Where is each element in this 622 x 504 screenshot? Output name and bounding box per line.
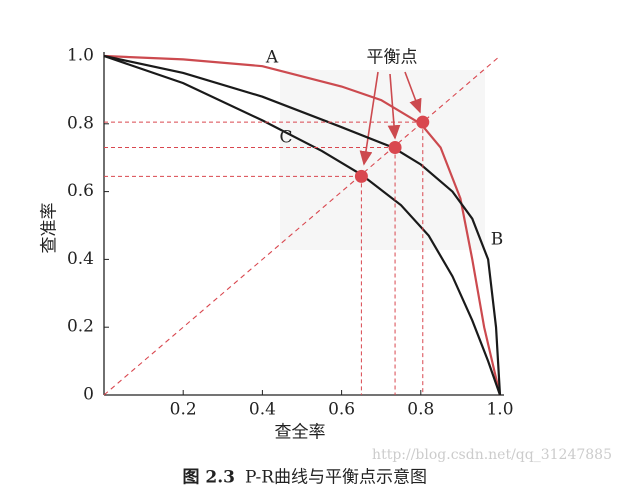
curve-label: B (491, 230, 504, 250)
y-tick-label: 0.2 (67, 317, 94, 337)
y-tick-label: 0.4 (67, 249, 94, 269)
x-tick-label: 0.8 (407, 400, 434, 420)
y-axis-label: 查准率 (40, 203, 60, 254)
y-tick-label: 1.0 (67, 46, 94, 66)
break-even-point (354, 169, 368, 183)
break-even-point (416, 115, 430, 129)
curve-label: A (265, 48, 279, 68)
x-tick-label: 1.0 (486, 400, 513, 420)
caption-text: P-R曲线与平衡点示意图 (245, 468, 427, 488)
pr-curve (103, 54, 502, 396)
y-tick-label: 0 (83, 385, 94, 405)
y-tick-label: 0.8 (67, 113, 94, 133)
watermark: http://blog.csdn.net/qq_31247885 (372, 447, 612, 463)
pr-curve (103, 54, 502, 396)
curve-label: C (279, 128, 292, 148)
diagonal (103, 55, 501, 396)
break-even-label: 平衡点 (367, 48, 418, 68)
x-tick-label: 0.2 (170, 400, 197, 420)
caption-label: 图 2.3 (183, 468, 236, 488)
background-shade (280, 70, 485, 250)
x-tick-label: 0.4 (249, 400, 276, 420)
y-tick-label: 0.6 (67, 181, 94, 201)
x-axis-label: 查全率 (275, 423, 326, 443)
break-even-point (388, 141, 402, 155)
x-tick-label: 0.6 (328, 400, 355, 420)
